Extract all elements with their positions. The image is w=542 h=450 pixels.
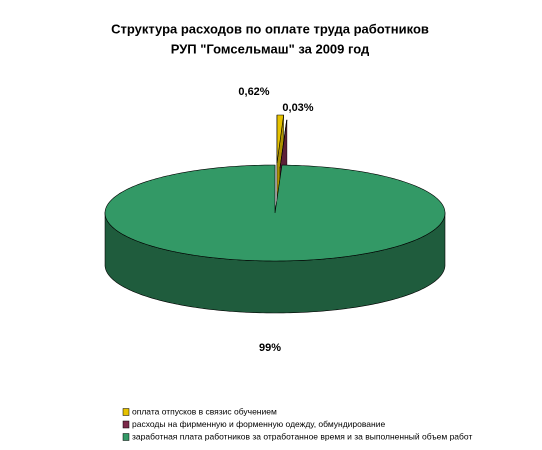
chart-title: Структура расходов по оплате труда работ… bbox=[111, 21, 429, 36]
legend-label: заработная плата работников за отработан… bbox=[132, 431, 472, 441]
legend-label: расходы на фирменную и форменную одежду,… bbox=[132, 419, 385, 429]
legend-swatch bbox=[122, 420, 130, 429]
legend-swatch bbox=[122, 408, 130, 416]
pie-slice bbox=[279, 119, 288, 169]
chart-title: РУП "Гомсельмаш" за 2009 год bbox=[171, 41, 370, 56]
pie-slice bbox=[276, 114, 284, 164]
data-label: 99% bbox=[259, 342, 281, 354]
legend-swatch bbox=[122, 433, 130, 441]
data-label: 0,62% bbox=[238, 86, 269, 98]
data-label: 0,03% bbox=[282, 102, 313, 114]
pie-slice bbox=[104, 164, 446, 262]
legend-label: оплата отпусков в связис обучением bbox=[132, 406, 277, 416]
